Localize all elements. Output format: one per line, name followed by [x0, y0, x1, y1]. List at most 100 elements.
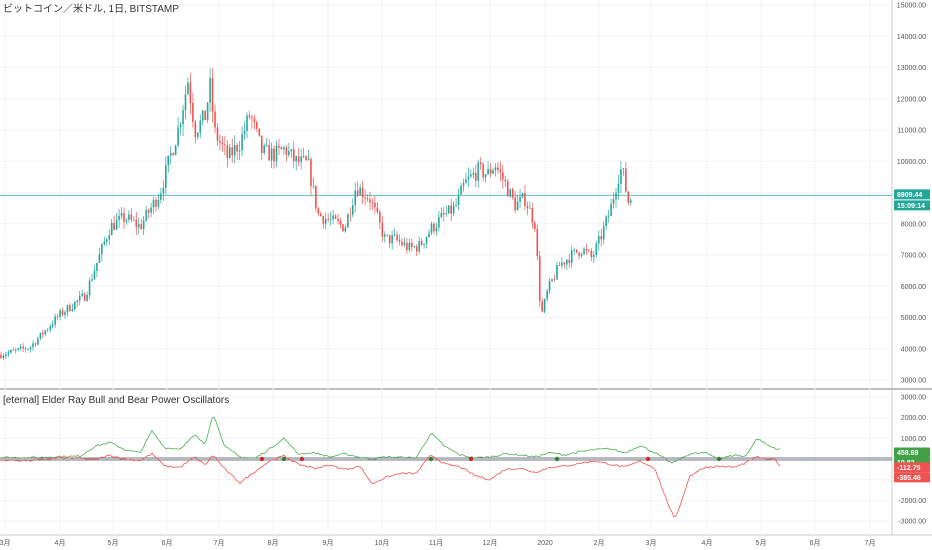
- candle-body: [433, 223, 435, 232]
- candle-body: [406, 242, 408, 250]
- candle-body: [251, 117, 253, 119]
- candle-body: [204, 110, 206, 121]
- candle-body: [620, 169, 622, 184]
- candle-body: [339, 220, 342, 225]
- candle-body: [354, 190, 357, 206]
- bear-badge-bottom-bg: [894, 472, 930, 483]
- candle-body: [585, 248, 588, 251]
- candle-body: [285, 147, 288, 155]
- candle-body: [211, 78, 214, 112]
- candle-body: [543, 299, 546, 312]
- candle-body: [194, 121, 197, 137]
- bull-badge-top-text: 458.69: [897, 450, 919, 457]
- time-tick-label: 3月: [0, 539, 10, 547]
- candle-body: [273, 148, 275, 162]
- candle-body: [263, 145, 266, 153]
- candle-body: [192, 102, 194, 122]
- candle-body: [597, 236, 600, 244]
- candle-body: [302, 156, 305, 158]
- candle-body: [499, 169, 502, 173]
- candle-body: [61, 310, 64, 315]
- grid: [0, 0, 932, 536]
- candle-body: [160, 193, 162, 200]
- candle-body: [605, 216, 607, 227]
- candle-body: [83, 293, 86, 301]
- candle-body: [622, 168, 625, 170]
- candle-body: [580, 253, 583, 256]
- candle-body: [487, 168, 489, 175]
- candle-body: [607, 215, 610, 217]
- candle-body: [292, 149, 295, 162]
- chart-title: ビットコイン／米ドル, 1日, BITSTAMP: [3, 2, 179, 15]
- candle-body: [64, 312, 66, 315]
- last-price-badge-text: 8909.44: [897, 192, 922, 199]
- candle-body: [167, 155, 170, 166]
- candle-body: [34, 343, 37, 345]
- candle-body: [516, 201, 519, 211]
- candle-body: [349, 214, 352, 216]
- candle-body: [174, 145, 177, 156]
- candle-body: [128, 214, 130, 220]
- candle-body: [130, 214, 133, 220]
- candle-body: [71, 309, 74, 311]
- candle-body: [443, 212, 445, 215]
- candle-body: [22, 346, 24, 349]
- candle-body: [98, 254, 101, 263]
- time-tick-label: 6月: [810, 539, 821, 547]
- candle-body: [288, 151, 290, 155]
- candle-body: [450, 205, 452, 214]
- candle-body: [573, 249, 575, 251]
- candle-body: [280, 147, 283, 150]
- time-tick-label: 9月: [323, 539, 334, 547]
- candle-body: [472, 172, 475, 175]
- candle-body: [113, 222, 115, 230]
- candle-body: [482, 164, 484, 178]
- candle-body: [300, 156, 302, 163]
- signal-dot: [259, 456, 265, 462]
- candle-body: [411, 242, 413, 247]
- time-tick-label: 11月: [429, 539, 443, 547]
- candle-body: [312, 185, 315, 187]
- candle-body: [359, 187, 361, 196]
- candle-body: [260, 135, 263, 153]
- candle-body: [356, 190, 359, 196]
- candle-body: [76, 300, 79, 303]
- candle-body: [612, 199, 615, 204]
- candle-body: [445, 213, 448, 215]
- candle-body: [172, 153, 174, 156]
- candle-body: [376, 207, 379, 213]
- time-axis: 3月 4月 5月 6月 7月 8月 9月 10月 11月 12月 2020 2月 3月 4月 5月 6月 7月: [0, 539, 875, 547]
- candle-body: [595, 243, 598, 255]
- oscillator-series-line: [0, 452, 781, 518]
- candle-body: [0, 355, 2, 359]
- candle-body: [91, 279, 93, 281]
- candle-body: [120, 213, 123, 216]
- candle-body: [81, 293, 83, 296]
- candle-body: [39, 332, 42, 339]
- candle-body: [135, 219, 138, 228]
- candle-body: [570, 250, 573, 263]
- candle-body: [24, 348, 27, 350]
- candle-body: [526, 205, 529, 209]
- candle-body: [324, 218, 327, 224]
- candle-body: [305, 156, 307, 161]
- candle-body: [145, 209, 147, 221]
- candle-body: [430, 223, 433, 233]
- candle-body: [519, 196, 521, 202]
- candle-body: [627, 191, 630, 203]
- candle-body: [327, 218, 329, 220]
- candle-body: [125, 219, 128, 222]
- candle-body: [86, 294, 88, 301]
- candle-body: [162, 187, 165, 194]
- time-tick-label: 5月: [756, 539, 767, 547]
- candle-body: [199, 120, 202, 133]
- candle-body: [197, 132, 199, 137]
- candle-body: [248, 115, 251, 118]
- candle-body: [401, 241, 403, 246]
- candle-body: [140, 224, 143, 229]
- candle-body: [184, 94, 187, 111]
- candle-body: [12, 350, 15, 351]
- candle-body: [477, 162, 480, 181]
- candle-body: [56, 316, 59, 318]
